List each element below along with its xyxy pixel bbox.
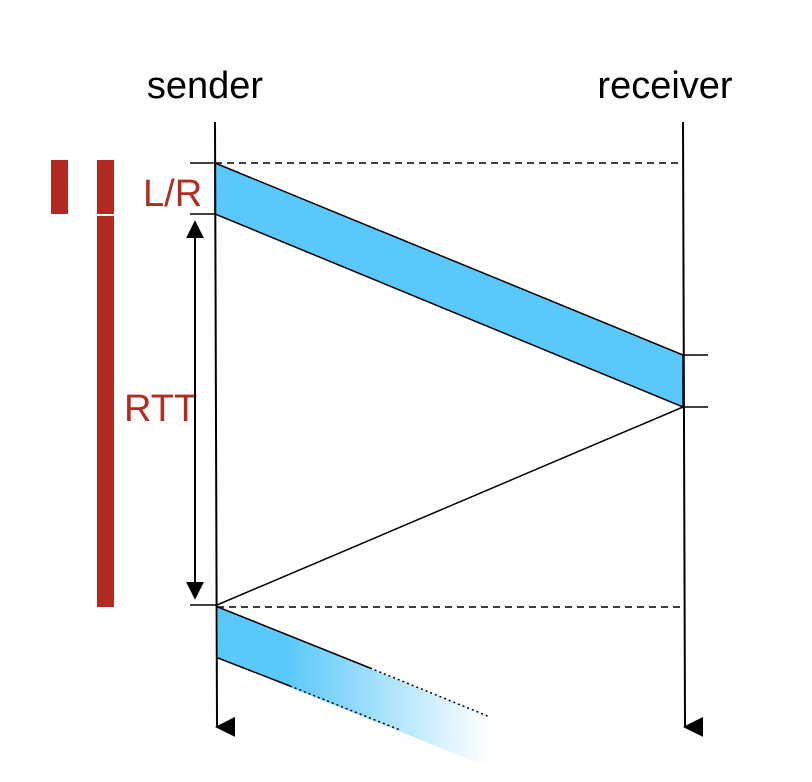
transmission-red-bar bbox=[97, 160, 114, 214]
sender-label: sender bbox=[147, 65, 264, 107]
transmission-time-label: L/R bbox=[143, 173, 202, 215]
receiver-label: receiver bbox=[597, 65, 732, 107]
rtt-red-bar bbox=[97, 216, 114, 607]
first-packet-band bbox=[214, 161, 684, 409]
second-packet-bottom-edge bbox=[217, 657, 291, 687]
second-packet-top-edge-dotted bbox=[369, 667, 491, 718]
ack-line bbox=[216, 406, 684, 606]
receiver-timeline bbox=[682, 121, 704, 737]
second-packet-top-edge bbox=[217, 606, 371, 669]
left-red-bar bbox=[51, 160, 68, 214]
rtt-label: RTT bbox=[124, 388, 197, 430]
sender-timeline bbox=[214, 121, 236, 737]
second-packet-band bbox=[218, 607, 490, 768]
